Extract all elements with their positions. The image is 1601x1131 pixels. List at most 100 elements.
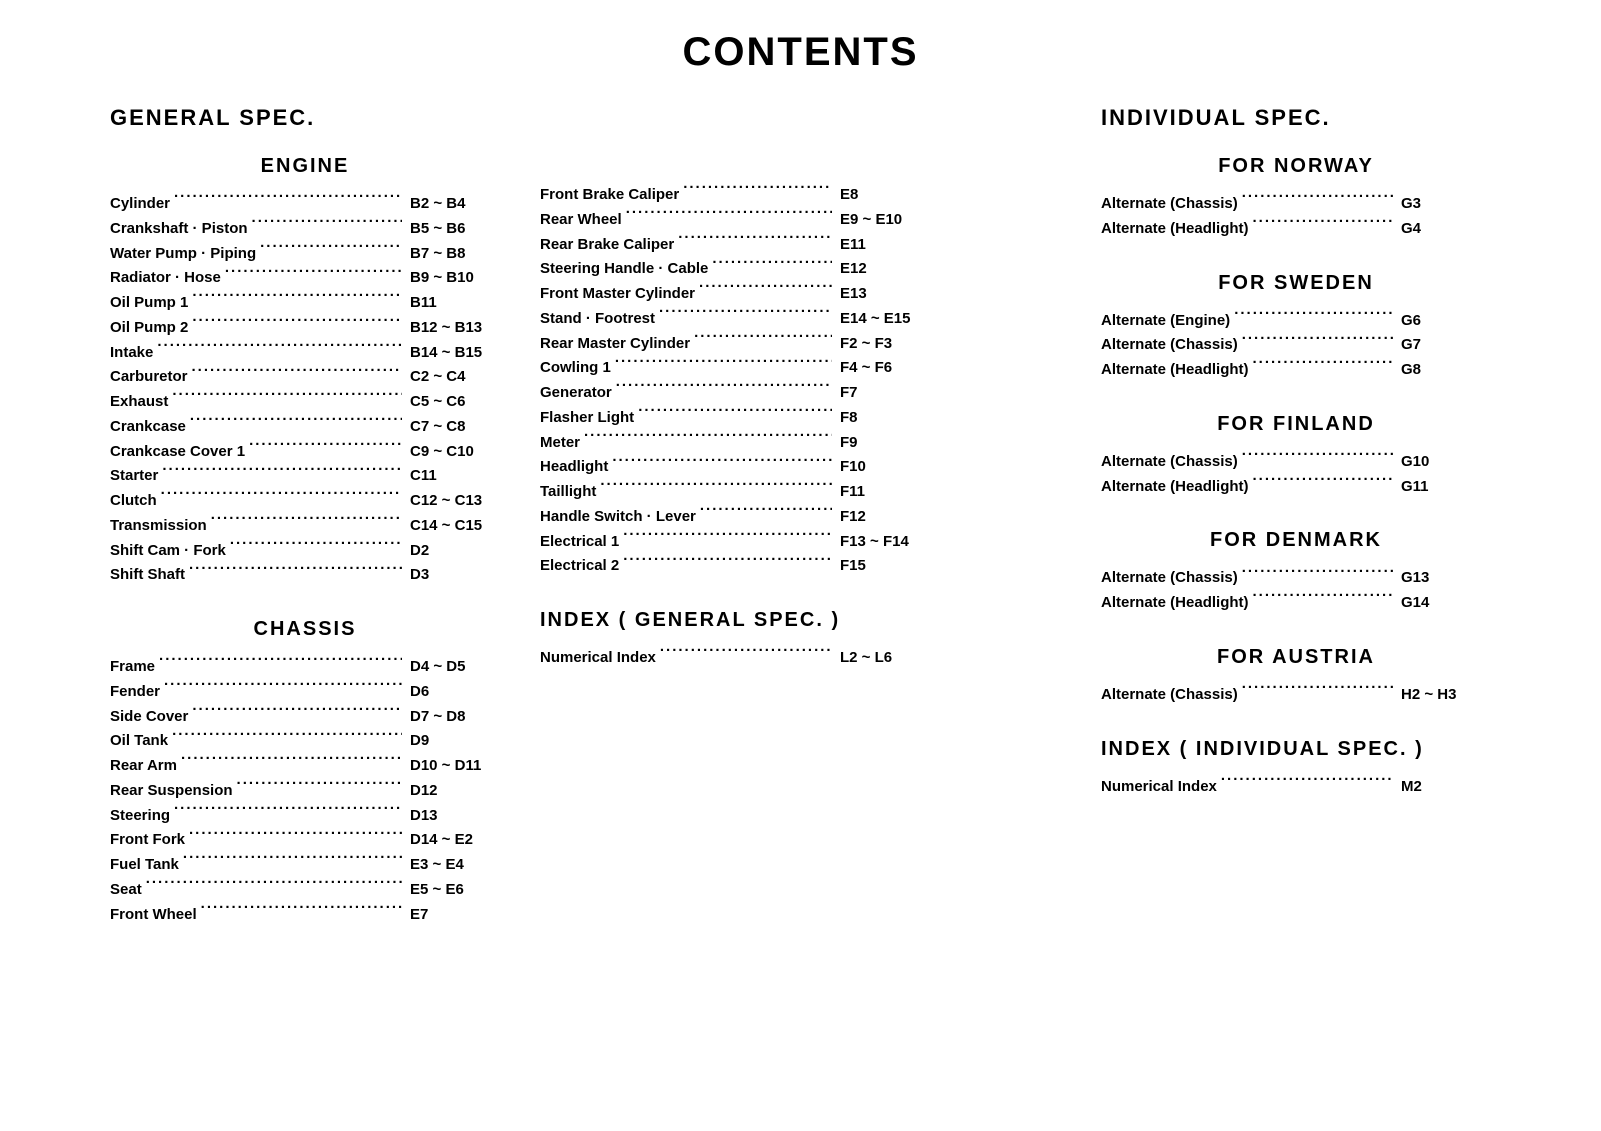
toc-row: Oil Pump 2B12 ~ B13 — [110, 316, 500, 341]
austria-list: Alternate (Chassis)H2 ~ H3 — [1101, 683, 1491, 708]
chassis-list: FrameD4 ~ D5FenderD6Side CoverD7 ~ D8Oil… — [110, 655, 500, 927]
toc-page: B9 ~ B10 — [410, 266, 500, 291]
toc-page: G3 — [1401, 192, 1491, 217]
toc-label: Side Cover — [110, 705, 188, 730]
toc-page: D7 ~ D8 — [410, 705, 500, 730]
individual-spec-header: INDIVIDUAL SPEC. — [1101, 105, 1491, 131]
toc-page: D3 — [410, 563, 500, 588]
toc-label: Steering — [110, 804, 170, 829]
toc-page: F11 — [840, 480, 930, 505]
toc-label: Front Fork — [110, 828, 185, 853]
toc-row: Crankshaft · PistonB5 ~ B6 — [110, 217, 500, 242]
toc-row: HeadlightF10 — [540, 455, 930, 480]
toc-dots — [237, 780, 402, 795]
toc-dots — [600, 481, 832, 496]
toc-row: Alternate (Chassis)H2 ~ H3 — [1101, 683, 1491, 708]
toc-label: Generator — [540, 381, 612, 406]
toc-label: Stand · Footrest — [540, 307, 655, 332]
toc-dots — [174, 193, 402, 208]
toc-row: Oil TankD9 — [110, 729, 500, 754]
toc-label: Cowling 1 — [540, 356, 611, 381]
toc-page: E5 ~ E6 — [410, 878, 500, 903]
toc-row: Flasher LightF8 — [540, 406, 930, 431]
toc-page: G4 — [1401, 217, 1491, 242]
toc-label: Alternate (Chassis) — [1101, 192, 1238, 217]
toc-dots — [190, 416, 402, 431]
toc-dots — [192, 292, 402, 307]
toc-row: Front Master Cylinder E13 — [540, 282, 930, 307]
toc-page: M2 — [1401, 775, 1491, 800]
toc-page: E14 ~ E15 — [840, 307, 930, 332]
toc-page: E9 ~ E10 — [840, 208, 930, 233]
toc-dots — [164, 681, 402, 696]
toc-page: F12 — [840, 505, 930, 530]
toc-page: D12 — [410, 779, 500, 804]
toc-label: Alternate (Headlight) — [1101, 591, 1249, 616]
toc-page: B11 — [410, 291, 500, 316]
chassis-heading: CHASSIS — [110, 618, 500, 641]
toc-dots — [189, 564, 402, 579]
toc-page: F7 — [840, 381, 930, 406]
toc-row: Alternate (Chassis)G13 — [1101, 566, 1491, 591]
toc-page: F15 — [840, 554, 930, 579]
toc-dots — [700, 506, 832, 521]
toc-page: E11 — [840, 233, 930, 258]
toc-page: B2 ~ B4 — [410, 192, 500, 217]
toc-row: StarterC11 — [110, 464, 500, 489]
toc-page: E3 ~ E4 — [410, 853, 500, 878]
toc-label: Crankshaft · Piston — [110, 217, 248, 242]
toc-row: Steering Handle · CableE12 — [540, 257, 930, 282]
toc-dots — [638, 407, 832, 422]
toc-label: Rear Suspension — [110, 779, 233, 804]
toc-dots — [172, 730, 402, 745]
toc-dots — [225, 267, 402, 282]
toc-page: G8 — [1401, 358, 1491, 383]
toc-row: SteeringD13 — [110, 804, 500, 829]
toc-row: Front WheelE7 — [110, 903, 500, 928]
toc-dots — [612, 456, 832, 471]
toc-page: E8 — [840, 183, 930, 208]
toc-label: Alternate (Headlight) — [1101, 475, 1249, 500]
toc-page: G13 — [1401, 566, 1491, 591]
toc-label: Intake — [110, 341, 153, 366]
toc-row: Electrical 2F15 — [540, 554, 930, 579]
toc-row: IntakeB14 ~ B15 — [110, 341, 500, 366]
norway-heading: FOR NORWAY — [1101, 155, 1491, 178]
toc-row: TransmissionC14 ~ C15 — [110, 514, 500, 539]
toc-row: Alternate (Headlight)G11 — [1101, 475, 1491, 500]
toc-label: Handle Switch · Lever — [540, 505, 696, 530]
toc-label: Alternate (Chassis) — [1101, 450, 1238, 475]
toc-row: MeterF9 — [540, 431, 930, 456]
toc-row: CrankcaseC7 ~ C8 — [110, 415, 500, 440]
toc-row: Shift ShaftD3 — [110, 563, 500, 588]
toc-page: G7 — [1401, 333, 1491, 358]
toc-dots — [1242, 193, 1393, 208]
toc-label: Starter — [110, 464, 158, 489]
toc-label: Taillight — [540, 480, 596, 505]
toc-row: Water Pump · PipingB7 ~ B8 — [110, 242, 500, 267]
toc-dots — [174, 805, 402, 820]
toc-row: Alternate (Engine)G6 — [1101, 309, 1491, 334]
toc-page: E13 — [840, 282, 930, 307]
toc-row: Handle Switch · Lever F12 — [540, 505, 930, 530]
toc-row: CarburetorC2 ~ C4 — [110, 365, 500, 390]
toc-dots — [192, 317, 402, 332]
toc-page: C7 ~ C8 — [410, 415, 500, 440]
toc-row: Alternate (Headlight)G8 — [1101, 358, 1491, 383]
toc-page: D4 ~ D5 — [410, 655, 500, 680]
finland-list: Alternate (Chassis)G10Alternate (Headlig… — [1101, 450, 1491, 500]
toc-page: D2 — [410, 539, 500, 564]
sweden-list: Alternate (Engine)G6Alternate (Chassis)G… — [1101, 309, 1491, 383]
toc-dots — [162, 465, 402, 480]
toc-label: Rear Wheel — [540, 208, 622, 233]
chassis-cont-list: Front Brake CaliperE8Rear WheelE9 ~ E10R… — [540, 183, 930, 579]
toc-label: Meter — [540, 431, 580, 456]
toc-page: D6 — [410, 680, 500, 705]
toc-dots — [157, 342, 402, 357]
toc-dots — [712, 258, 832, 273]
toc-label: Front Master Cylinder — [540, 282, 695, 307]
index-general-list: Numerical IndexL2 ~ L6 — [540, 646, 930, 671]
col2-spacer — [540, 105, 930, 183]
toc-label: Alternate (Engine) — [1101, 309, 1230, 334]
columns: GENERAL SPEC. ENGINE CylinderB2 ~ B4Cran… — [110, 105, 1491, 927]
